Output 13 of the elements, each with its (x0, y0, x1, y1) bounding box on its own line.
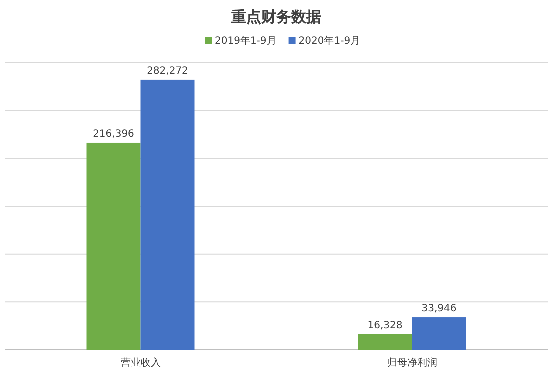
bar (86, 142, 141, 350)
legend-label: 2020年1-9月 (298, 35, 361, 47)
bar (412, 318, 466, 350)
data-label: 216,396 (93, 128, 134, 140)
data-label: 33,946 (422, 304, 457, 315)
x-tick-label: 归母净利润 (387, 357, 438, 369)
bar (140, 80, 195, 350)
x-tick-label: 营业收入 (120, 357, 161, 369)
bar (358, 334, 412, 350)
legend-label: 2019年1-9月 (215, 35, 277, 47)
data-label: 16,328 (368, 320, 403, 332)
data-label: 282,272 (147, 66, 188, 77)
chart-title: 重点财务数据 (230, 8, 322, 26)
